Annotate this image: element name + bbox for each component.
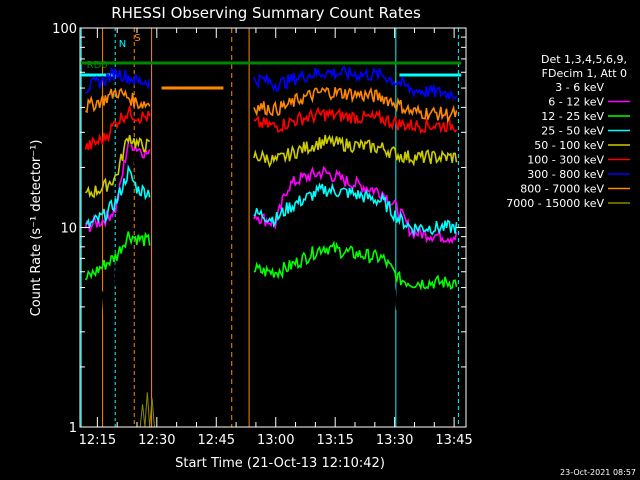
x-tick-label: 13:00 — [257, 433, 294, 448]
legend: Det 1,3,4,5,6,9, FDecim 1, Att 0 3 - 6 k… — [506, 53, 630, 210]
series-800-7000-kev — [85, 86, 458, 124]
legend-label-6-12-kev: 6 - 12 keV — [548, 96, 604, 109]
series-25-50-kev — [85, 164, 458, 237]
annotation-rd0: RD0 — [87, 60, 108, 71]
legend-header-detectors: Det 1,3,4,5,6,9, — [541, 53, 627, 66]
y-tick-label: 1 — [69, 421, 77, 436]
series-300-800-kev — [85, 65, 458, 101]
x-tick-label: 12:15 — [79, 433, 116, 448]
x-tick-label: 12:30 — [138, 433, 175, 448]
y-tick-label: 10 — [60, 222, 77, 237]
series-6-12-kev — [84, 136, 458, 245]
y-tick-label: 100 — [52, 22, 77, 37]
legend-label-12-25-kev: 12 - 25 keV — [541, 110, 604, 123]
axes — [79, 27, 467, 428]
series-3-6-kev — [84, 133, 458, 365]
legend-label-800-7000-kev: 800 - 7000 keV — [520, 183, 604, 196]
legend-label-7000-15000-kev: 7000 - 15000 keV — [506, 197, 604, 210]
legend-label-50-100-kev: 50 - 100 keV — [534, 139, 604, 152]
series-7000-15000-kev — [139, 392, 157, 429]
annotation-n: N — [119, 39, 126, 50]
legend-label-300-800-kev: 300 - 800 keV — [527, 168, 604, 181]
x-tick-label: 13:45 — [435, 433, 472, 448]
tick-labels: 1 10 100 12:15 12:30 12:45 13:00 13:15 13:30 13:4… — [52, 22, 473, 448]
x-tick-label: 12:45 — [198, 433, 235, 448]
legend-header-decim: FDecim 1, Att 0 — [542, 67, 627, 80]
generation-timestamp: 23-Oct-2021 08:57 — [560, 468, 636, 477]
plot-data: RD0 SN — [80, 28, 462, 429]
x-tick-label: 13:30 — [376, 433, 413, 448]
x-tick-label: 13:15 — [316, 433, 353, 448]
x-axis-label: Start Time (21-Oct-13 12:10:42) — [175, 456, 385, 471]
chart-title: RHESSI Observing Summary Count Rates — [111, 4, 421, 22]
legend-label-100-300-kev: 100 - 300 keV — [527, 154, 604, 167]
y-axis-label: Count Rate (s⁻¹ detector⁻¹) — [29, 140, 44, 317]
annotation-s: S — [134, 33, 140, 44]
series-50-100-kev — [84, 134, 458, 199]
legend-label-25-50-kev: 25 - 50 keV — [541, 125, 604, 138]
series-12-25-kev — [84, 231, 458, 291]
series-100-300-kev — [84, 105, 458, 150]
legend-label-3-6-kev: 3 - 6 keV — [555, 81, 604, 94]
